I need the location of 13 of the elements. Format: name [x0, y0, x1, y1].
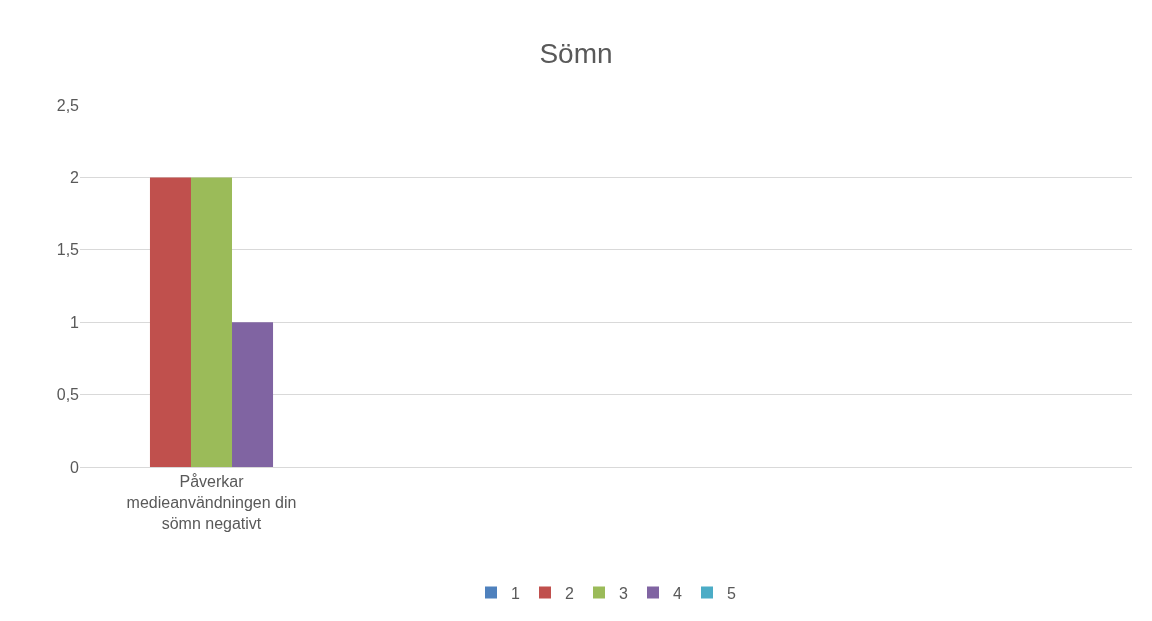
- legend-label: 2: [565, 584, 574, 602]
- y-tick-label: 2: [70, 169, 80, 186]
- legend-label: 4: [673, 584, 682, 602]
- chart-title: Sömn: [539, 38, 613, 70]
- y-tick-label: 1: [70, 313, 80, 331]
- legend-label: 5: [727, 584, 736, 602]
- legend-label: 1: [511, 584, 520, 602]
- y-tick-label: 0: [70, 458, 80, 476]
- y-tick-label: 0,5: [56, 386, 80, 404]
- y-tick-label: 2,5: [56, 96, 80, 114]
- x-tick-label: Påverkar medieanvändningen din sömn negativt: [126, 473, 297, 532]
- y-tick-label: 1,5: [56, 241, 80, 259]
- legend-label: 3: [619, 584, 628, 602]
